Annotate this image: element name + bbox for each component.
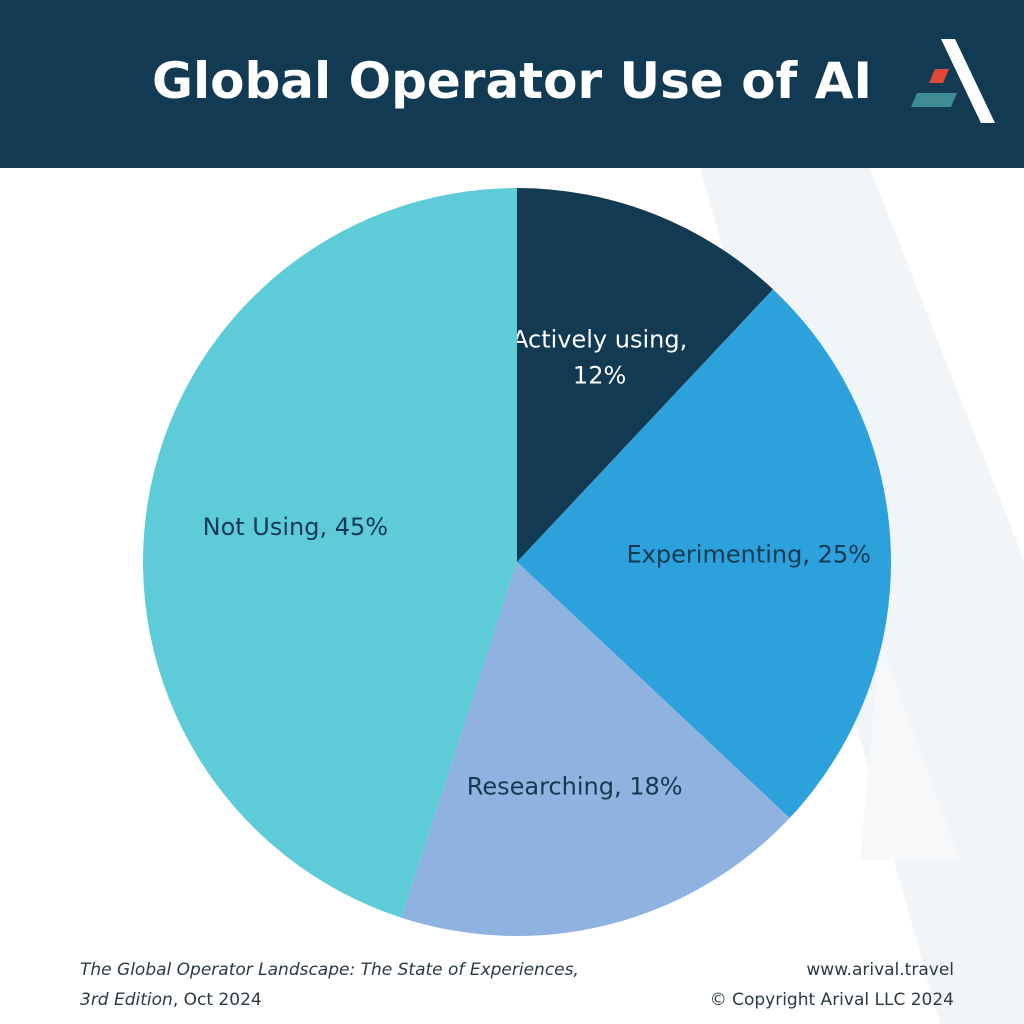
arival-logo-icon [911,39,995,123]
source-line-2: 3rd Edition, Oct 2024 [80,985,579,1015]
footer-credits: www.arival.travel © Copyright Arival LLC… [710,955,954,1015]
pie-slice-experimenting [517,289,891,819]
copyright-text: © Copyright Arival LLC 2024 [709,990,954,1010]
chart-title: Global Operator Use of AI [151,52,873,110]
pie-slice-not-using [143,188,517,918]
source-citation: The Global Operator Landscape: The State… [80,955,579,1015]
source-date: , Oct 2024 [172,990,262,1010]
pie-label-researching: Researching, 18% [467,773,683,801]
source-edition: 3rd Edition [80,990,173,1010]
pie-slice-actively-using [517,188,774,562]
header-bar: Global Operator Use of AI [0,0,1024,168]
website-link[interactable]: www.arival.travel [806,960,954,980]
source-line-1: The Global Operator Landscape: The State… [80,960,579,980]
pie-label-actively-using: Actively using, 12% [512,325,687,389]
pie-slice-researching [401,562,790,936]
pie-label-experimenting: Experimenting, 25% [627,541,871,569]
pie-label-not-using: Not Using, 45% [203,513,388,541]
